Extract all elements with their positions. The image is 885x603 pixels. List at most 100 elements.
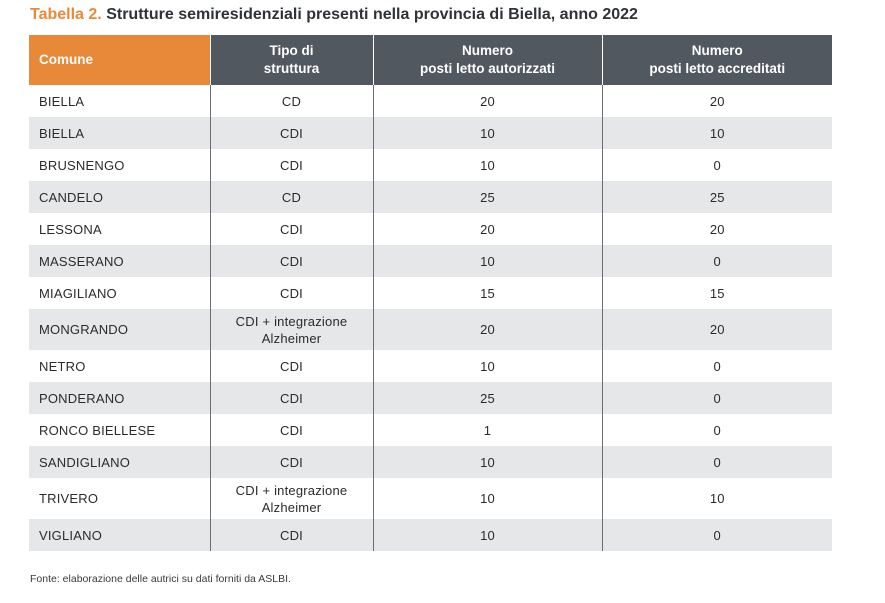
cell-comune: BRUSNENGO bbox=[39, 157, 125, 173]
caption-title: Strutture semiresidenziali presenti nell… bbox=[106, 6, 638, 23]
header-posti-accreditati: Numero posti letto accreditati bbox=[601, 35, 832, 85]
caption-label: Tabella 2. bbox=[30, 6, 102, 23]
cell-tipo-struttura: CDI bbox=[209, 213, 373, 245]
table-row: BIELLA CD 20 20 bbox=[29, 85, 832, 117]
table-row: MIAGILIANO CDI 15 15 bbox=[29, 277, 832, 309]
cell-tipo-struttura: CD bbox=[209, 181, 373, 213]
cell-comune: BIELLA bbox=[29, 117, 210, 149]
table-header: Comune Tipo di struttura Numero posti le… bbox=[29, 35, 832, 85]
cell-comune: CANDELO bbox=[29, 181, 210, 213]
cell-comune: BIELLA bbox=[39, 93, 85, 109]
table-row: RONCO BIELLESE CDI 1 0 bbox=[29, 414, 832, 446]
header-comune: Comune bbox=[29, 35, 210, 85]
header-tipo-struttura: Tipo di struttura bbox=[209, 35, 373, 85]
cell-tipo-line: CD bbox=[281, 189, 302, 205]
cell-comune: VIGLIANO bbox=[29, 519, 210, 551]
cell-tipo-line: CDI bbox=[280, 157, 303, 173]
cell-comune: SANDIGLIANO bbox=[29, 446, 210, 478]
cell-posti-accreditati: 10 bbox=[601, 478, 832, 519]
table-row: SANDIGLIANO CDI 10 0 bbox=[29, 446, 832, 478]
cell-tipo-struttura: CD bbox=[209, 85, 373, 117]
cell-tipo-line: CDI bbox=[280, 285, 303, 301]
cell-comune: MONGRANDO bbox=[29, 309, 210, 350]
cell-posti-accreditati: 10 bbox=[601, 117, 832, 149]
cell-tipo-line: Alzheimer bbox=[261, 330, 322, 346]
cell-tipo-line: CDI bbox=[280, 125, 303, 141]
header-tipo-line2: struttura bbox=[263, 61, 320, 76]
cell-posti-autorizzati: 10 bbox=[372, 149, 602, 181]
header-row: Comune Tipo di struttura Numero posti le… bbox=[29, 35, 832, 85]
cell-tipo-line: CDI + integrazione bbox=[235, 313, 348, 329]
cell-tipo-struttura: CDI + integrazione Alzheimer bbox=[209, 478, 373, 519]
cell-posti-accreditati: 0 bbox=[601, 350, 832, 382]
structures-table: Comune Tipo di struttura Numero posti le… bbox=[29, 35, 832, 551]
cell-posti-accreditati: 25 bbox=[601, 181, 832, 213]
cell-tipo-struttura: CDI bbox=[209, 350, 373, 382]
cell-posti-autorizzati: 10 bbox=[372, 350, 602, 382]
cell-posti-autorizzati: 10 bbox=[372, 519, 602, 551]
cell-posti-autorizzati: 10 bbox=[372, 446, 602, 478]
table-caption: Tabella 2. Strutture semiresidenziali pr… bbox=[30, 6, 638, 24]
cell-tipo-line: CD bbox=[281, 93, 302, 109]
table-row: NETRO CDI 10 0 bbox=[29, 350, 832, 382]
header-comune-label: Comune bbox=[39, 52, 93, 67]
header-tipo-line1: Tipo di bbox=[269, 43, 314, 58]
cell-tipo-struttura: CDI bbox=[209, 245, 373, 277]
cell-posti-accreditati: 0 bbox=[601, 245, 832, 277]
cell-posti-accreditati: 20 bbox=[601, 213, 832, 245]
cell-comune: NETRO bbox=[39, 358, 86, 374]
cell-posti-autorizzati: 15 bbox=[372, 277, 602, 309]
cell-tipo-struttura: CDI bbox=[209, 117, 373, 149]
cell-tipo-line: CDI bbox=[280, 454, 303, 470]
cell-tipo-struttura: CDI bbox=[209, 149, 373, 181]
cell-tipo-line: CDI bbox=[280, 221, 303, 237]
cell-posti-autorizzati: 10 bbox=[372, 245, 602, 277]
cell-posti-autorizzati: 10 bbox=[372, 478, 602, 519]
table-row: CANDELO CD 25 25 bbox=[29, 181, 832, 213]
cell-tipo-line: Alzheimer bbox=[261, 499, 322, 515]
table-row: BRUSNENGO CDI 10 0 bbox=[29, 149, 832, 181]
table-row: BIELLA CDI 10 10 bbox=[29, 117, 832, 149]
cell-posti-accreditati: 20 bbox=[601, 309, 832, 350]
header-posti-autorizzati: Numero posti letto autorizzati bbox=[372, 35, 602, 85]
table-row: LESSONA CDI 20 20 bbox=[29, 213, 832, 245]
cell-tipo-struttura: CDI + integrazione Alzheimer bbox=[209, 309, 373, 350]
cell-posti-autorizzati: 25 bbox=[372, 382, 602, 414]
cell-tipo-struttura: CDI bbox=[209, 446, 373, 478]
cell-tipo-struttura: CDI bbox=[209, 382, 373, 414]
source-footnote: Fonte: elaborazione delle autrici su dat… bbox=[30, 573, 291, 585]
cell-posti-accreditati: 0 bbox=[601, 382, 832, 414]
cell-tipo-line: CDI bbox=[280, 358, 303, 374]
header-accreditati-line1: Numero bbox=[691, 43, 743, 58]
cell-posti-autorizzati: 25 bbox=[372, 181, 602, 213]
table-body: BIELLA CD 20 20 BIELLA CDI 10 10 BRUSNENGO CDI 10 0… bbox=[29, 85, 832, 551]
cell-tipo-struttura: CDI bbox=[209, 277, 373, 309]
cell-comune: MIAGILIANO bbox=[39, 285, 117, 301]
header-autorizzati-line2: posti letto autorizzati bbox=[420, 61, 555, 76]
cell-posti-autorizzati: 10 bbox=[372, 117, 602, 149]
table-row: TRIVERO CDI + integrazione Alzheimer 10 10 bbox=[29, 478, 832, 519]
cell-posti-accreditati: 0 bbox=[601, 414, 832, 446]
cell-posti-accreditati: 15 bbox=[601, 277, 832, 309]
header-accreditati-line2: posti letto accreditati bbox=[649, 61, 786, 76]
header-autorizzati-line1: Numero bbox=[461, 43, 513, 58]
table-row: PONDERANO CDI 25 0 bbox=[29, 382, 832, 414]
cell-posti-autorizzati: 20 bbox=[372, 85, 602, 117]
cell-tipo-struttura: CDI bbox=[209, 414, 373, 446]
cell-tipo-line: CDI bbox=[280, 527, 303, 543]
cell-posti-autorizzati: 20 bbox=[372, 213, 602, 245]
cell-tipo-line: CDI + integrazione bbox=[235, 482, 348, 498]
cell-tipo-line: CDI bbox=[280, 390, 303, 406]
cell-posti-autorizzati: 1 bbox=[372, 414, 602, 446]
table-row: MASSERANO CDI 10 0 bbox=[29, 245, 832, 277]
cell-comune: TRIVERO bbox=[39, 491, 99, 506]
cell-comune: MASSERANO bbox=[29, 245, 210, 277]
cell-comune: RONCO BIELLESE bbox=[39, 422, 156, 438]
cell-comune: PONDERANO bbox=[29, 382, 210, 414]
cell-posti-accreditati: 0 bbox=[601, 519, 832, 551]
cell-posti-autorizzati: 20 bbox=[372, 309, 602, 350]
table-row: MONGRANDO CDI + integrazione Alzheimer 20 20 bbox=[29, 309, 832, 350]
cell-tipo-line: CDI bbox=[280, 422, 303, 438]
cell-posti-accreditati: 20 bbox=[601, 85, 832, 117]
cell-comune: LESSONA bbox=[39, 221, 102, 237]
